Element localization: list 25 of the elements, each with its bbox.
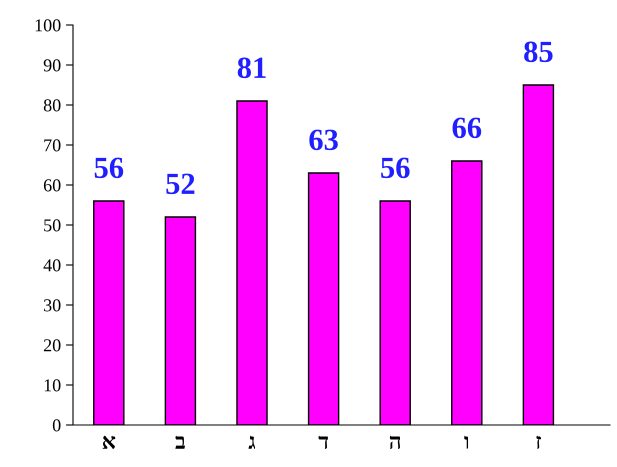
y-tick-label: 20 — [44, 339, 61, 352]
data-label: 52 — [166, 174, 194, 194]
x-tick-label: ג — [248, 436, 256, 449]
x-tick-label: ו — [464, 436, 468, 449]
data-label: 66 — [452, 118, 482, 138]
y-tick-label: 70 — [44, 139, 61, 152]
y-tick-label: 100 — [36, 19, 61, 32]
x-tick-label: ב — [175, 436, 186, 449]
x-tick-label: ה — [390, 436, 400, 450]
y-tick-label: 90 — [44, 59, 61, 72]
y-tick-label: 40 — [43, 259, 61, 272]
y-tick-label: 10 — [44, 379, 61, 392]
y-tick-label: 50 — [44, 219, 61, 232]
data-label: 56 — [94, 158, 124, 178]
data-label: 85 — [524, 42, 553, 62]
y-tick-label: 0 — [52, 419, 61, 432]
y-tick-label: 30 — [44, 299, 61, 312]
y-tick-label: 60 — [44, 179, 61, 192]
x-tick-label: ד — [318, 436, 328, 450]
x-tick-label: א — [102, 436, 116, 450]
data-label: 56 — [381, 158, 410, 178]
data-label: 63 — [309, 130, 338, 150]
y-tick-label: 80 — [44, 99, 61, 112]
data-label: 81 — [238, 58, 266, 78]
x-tick-label: ז — [536, 436, 541, 449]
